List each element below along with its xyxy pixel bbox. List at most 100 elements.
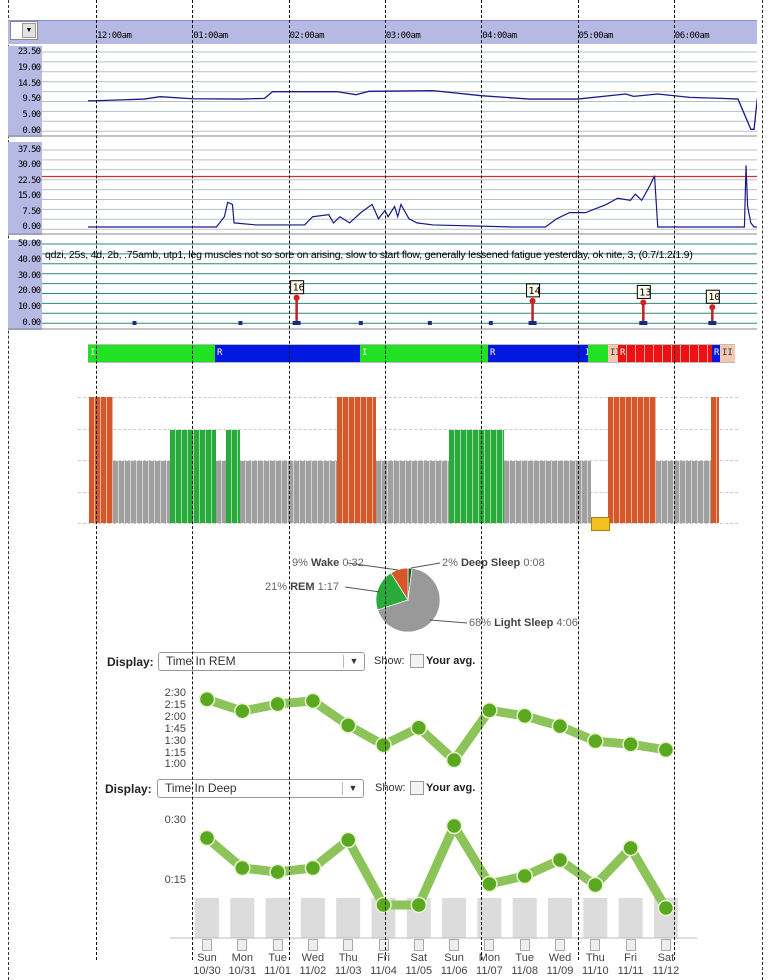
deep-point [551, 851, 569, 869]
rem-y-tick: 1:30 [164, 734, 186, 747]
day-label: Thu 11/03 [331, 952, 365, 978]
rem-point [587, 732, 604, 750]
select-value: Time In Deep [165, 781, 237, 795]
date: 11/12 [652, 965, 680, 977]
weekday: Mon [478, 952, 501, 964]
rem-point [445, 751, 463, 769]
deep-bar [265, 898, 290, 938]
signal-line [87, 90, 757, 130]
hypnogram-bar: IRIRIIIRRII [88, 344, 735, 363]
pie-slice-light-sleep [377, 567, 441, 633]
y-axis: 23.50 19.00 14.50 9.50 5.00 0.00 [8, 46, 42, 137]
event-label: 10 [708, 292, 720, 303]
day-label: Mon 10/31 [225, 952, 259, 978]
event-label-box [290, 280, 305, 295]
show-label: Show: [374, 655, 405, 667]
rem-point [516, 707, 533, 725]
event-pin-head [293, 294, 300, 301]
note-icon [625, 939, 636, 951]
stage-block-light [504, 461, 591, 523]
note-icon [590, 939, 601, 951]
deep-point [410, 896, 428, 914]
deep-bar [512, 898, 537, 938]
y-tick-label: 7.50 [22, 206, 41, 217]
hypnogram-segment [588, 345, 608, 362]
day-label: Fri 11/04 [367, 952, 401, 978]
stage-block-light [216, 461, 226, 523]
date: 11/11 [617, 965, 644, 977]
note-icon [484, 939, 495, 951]
weekday: Wed [548, 952, 572, 964]
deep-point [269, 863, 286, 881]
pie-pct: 21% [265, 581, 291, 593]
deep-point [516, 867, 533, 885]
event-marker [427, 321, 432, 325]
view-dropdown[interactable]: ▼ [10, 21, 38, 40]
y-tick-label: 0.00 [22, 126, 41, 136]
date: 11/03 [334, 965, 362, 977]
deep-bar [583, 898, 608, 938]
event-label: 16 [293, 283, 305, 294]
time-header: 12:00am 01:00am 02:00am 03:00am 04:00am 05:00… [8, 20, 757, 44]
rem-y-tick: 1:45 [164, 722, 186, 735]
event-marker [528, 321, 537, 325]
deep-point [445, 817, 463, 835]
day-label: Mon 11/07 [472, 952, 506, 978]
note-icon [449, 939, 460, 951]
deep-bar [442, 898, 467, 938]
rem-y-tick: 2:30 [164, 687, 186, 699]
note-icon [272, 939, 283, 951]
pie-duration: 4:06 [553, 617, 578, 629]
date: 11/01 [264, 965, 291, 977]
deep-y-tick: 0:30 [164, 814, 186, 826]
time-label: 01:00am [193, 31, 228, 41]
date: 10/31 [228, 965, 257, 977]
your-avg-checkbox[interactable] [410, 781, 424, 795]
y-tick-label: 37.50 [17, 145, 41, 155]
day-label: Wed 11/09 [543, 952, 577, 978]
signal-line [87, 165, 757, 228]
time-label: 06:00am [674, 31, 710, 41]
rem-point [269, 695, 286, 713]
weekday: Thu [585, 952, 605, 964]
event-marker [292, 321, 301, 325]
weekday: Wed [301, 952, 325, 964]
deep-bar [300, 898, 325, 938]
time-label: 04:00am [482, 31, 517, 41]
rem-line [205, 695, 667, 765]
pie-leader-line [344, 586, 381, 593]
stage-block-rem [170, 430, 216, 523]
y-tick-label: 20.00 [17, 286, 41, 297]
note-icon [202, 939, 212, 951]
stage-block-rem [449, 430, 504, 523]
event-pin-head [529, 297, 536, 304]
time-label: 12:00am [97, 31, 132, 41]
weekday: Sun [444, 952, 464, 964]
pie-label: 68% Light Sleep 4:06 [469, 617, 578, 629]
pie-name: Light Sleep [494, 617, 554, 629]
pie-leader-line [410, 562, 441, 569]
y-tick-label: 0.00 [22, 222, 41, 232]
stage-block-rem [226, 430, 240, 523]
panel-signal-1: 23.50 19.00 14.50 9.50 5.00 0.00 [8, 46, 757, 137]
date: 11/02 [299, 965, 327, 977]
weekday: Fri [377, 952, 390, 964]
hypnogram-segment: R [712, 345, 720, 362]
hypnogram-segment: R [488, 345, 583, 362]
event-label-box [705, 289, 720, 304]
display-select-deep[interactable]: Time In Deep ▼ [157, 779, 364, 798]
panel-signal-2: 37.50 30.00 22.50 15.00 7.50 0.00 [8, 142, 757, 235]
day-label: Sat 11/12 [649, 952, 683, 978]
deep-point [481, 875, 498, 893]
day-label: Sun 11/06 [437, 952, 471, 978]
weekday: Sat [410, 952, 428, 964]
select-value: Time In REM [166, 654, 236, 668]
pie-duration: 0:32 [339, 557, 364, 569]
event-marker [488, 321, 493, 325]
your-avg-checkbox[interactable] [410, 654, 424, 668]
deep-point [198, 829, 216, 847]
display-select-rem[interactable]: Time In REM ▼ [158, 652, 365, 671]
stage-block-wake [337, 397, 376, 523]
panel-plot [8, 149, 757, 235]
event-marker [708, 321, 717, 325]
